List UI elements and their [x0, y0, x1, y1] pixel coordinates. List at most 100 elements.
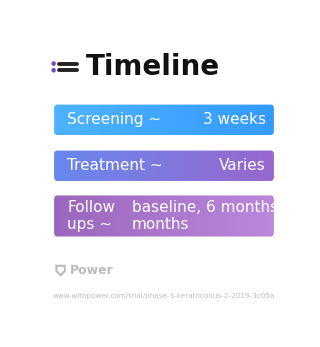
- FancyBboxPatch shape: [276, 100, 279, 139]
- FancyBboxPatch shape: [230, 146, 233, 185]
- FancyBboxPatch shape: [60, 191, 62, 241]
- FancyBboxPatch shape: [154, 191, 156, 241]
- FancyBboxPatch shape: [222, 191, 225, 241]
- FancyBboxPatch shape: [152, 191, 154, 241]
- FancyBboxPatch shape: [121, 146, 123, 185]
- FancyBboxPatch shape: [142, 100, 144, 139]
- FancyBboxPatch shape: [169, 191, 171, 241]
- FancyBboxPatch shape: [142, 146, 144, 185]
- FancyBboxPatch shape: [184, 100, 187, 139]
- FancyBboxPatch shape: [205, 100, 208, 139]
- FancyBboxPatch shape: [196, 100, 198, 139]
- FancyBboxPatch shape: [104, 146, 106, 185]
- FancyBboxPatch shape: [186, 146, 188, 185]
- FancyBboxPatch shape: [238, 191, 240, 241]
- FancyBboxPatch shape: [134, 146, 137, 185]
- FancyBboxPatch shape: [201, 100, 204, 139]
- FancyBboxPatch shape: [86, 191, 89, 241]
- FancyBboxPatch shape: [92, 191, 94, 241]
- FancyBboxPatch shape: [178, 146, 181, 185]
- FancyBboxPatch shape: [63, 191, 66, 241]
- FancyBboxPatch shape: [186, 191, 188, 241]
- FancyBboxPatch shape: [172, 146, 175, 185]
- FancyBboxPatch shape: [100, 191, 102, 241]
- FancyBboxPatch shape: [230, 191, 233, 241]
- Text: 3 weeks: 3 weeks: [203, 112, 266, 127]
- FancyBboxPatch shape: [161, 191, 164, 241]
- FancyBboxPatch shape: [196, 146, 198, 185]
- FancyBboxPatch shape: [148, 146, 150, 185]
- FancyBboxPatch shape: [219, 146, 221, 185]
- FancyBboxPatch shape: [98, 146, 100, 185]
- FancyBboxPatch shape: [213, 100, 215, 139]
- FancyBboxPatch shape: [226, 146, 229, 185]
- FancyBboxPatch shape: [131, 191, 133, 241]
- FancyBboxPatch shape: [192, 191, 194, 241]
- FancyBboxPatch shape: [180, 146, 183, 185]
- FancyBboxPatch shape: [84, 100, 87, 139]
- FancyBboxPatch shape: [203, 100, 206, 139]
- FancyBboxPatch shape: [109, 146, 112, 185]
- FancyBboxPatch shape: [136, 146, 139, 185]
- FancyBboxPatch shape: [272, 100, 275, 139]
- FancyBboxPatch shape: [209, 146, 212, 185]
- FancyBboxPatch shape: [194, 146, 196, 185]
- FancyBboxPatch shape: [205, 191, 208, 241]
- FancyBboxPatch shape: [255, 191, 258, 241]
- FancyBboxPatch shape: [134, 100, 137, 139]
- FancyBboxPatch shape: [205, 146, 208, 185]
- FancyBboxPatch shape: [123, 146, 125, 185]
- FancyBboxPatch shape: [259, 191, 261, 241]
- FancyBboxPatch shape: [159, 146, 162, 185]
- FancyBboxPatch shape: [197, 100, 200, 139]
- FancyBboxPatch shape: [106, 100, 108, 139]
- FancyBboxPatch shape: [180, 100, 183, 139]
- FancyBboxPatch shape: [186, 100, 188, 139]
- FancyBboxPatch shape: [163, 100, 165, 139]
- FancyBboxPatch shape: [150, 146, 152, 185]
- FancyBboxPatch shape: [197, 146, 200, 185]
- FancyBboxPatch shape: [115, 146, 117, 185]
- FancyBboxPatch shape: [253, 191, 256, 241]
- FancyBboxPatch shape: [165, 146, 167, 185]
- FancyBboxPatch shape: [111, 146, 114, 185]
- FancyBboxPatch shape: [86, 100, 89, 139]
- FancyBboxPatch shape: [188, 191, 190, 241]
- FancyBboxPatch shape: [108, 191, 110, 241]
- FancyBboxPatch shape: [54, 146, 56, 185]
- FancyBboxPatch shape: [69, 100, 71, 139]
- FancyBboxPatch shape: [238, 146, 240, 185]
- FancyBboxPatch shape: [109, 100, 112, 139]
- FancyBboxPatch shape: [267, 146, 269, 185]
- FancyBboxPatch shape: [148, 191, 150, 241]
- FancyBboxPatch shape: [171, 100, 173, 139]
- FancyBboxPatch shape: [249, 146, 252, 185]
- FancyBboxPatch shape: [123, 100, 125, 139]
- FancyBboxPatch shape: [127, 146, 129, 185]
- FancyBboxPatch shape: [58, 100, 60, 139]
- FancyBboxPatch shape: [92, 146, 94, 185]
- FancyBboxPatch shape: [106, 191, 108, 241]
- FancyBboxPatch shape: [150, 191, 152, 241]
- FancyBboxPatch shape: [176, 191, 179, 241]
- FancyBboxPatch shape: [161, 146, 164, 185]
- FancyBboxPatch shape: [255, 146, 258, 185]
- FancyBboxPatch shape: [58, 146, 60, 185]
- FancyBboxPatch shape: [111, 191, 114, 241]
- FancyBboxPatch shape: [61, 191, 64, 241]
- FancyBboxPatch shape: [276, 191, 279, 241]
- FancyBboxPatch shape: [184, 146, 187, 185]
- FancyBboxPatch shape: [140, 100, 142, 139]
- FancyBboxPatch shape: [154, 100, 156, 139]
- FancyBboxPatch shape: [94, 191, 96, 241]
- FancyBboxPatch shape: [67, 146, 69, 185]
- FancyBboxPatch shape: [207, 100, 210, 139]
- FancyBboxPatch shape: [67, 191, 69, 241]
- FancyBboxPatch shape: [244, 191, 246, 241]
- FancyBboxPatch shape: [261, 146, 263, 185]
- FancyBboxPatch shape: [230, 100, 233, 139]
- FancyBboxPatch shape: [242, 191, 244, 241]
- FancyBboxPatch shape: [215, 191, 217, 241]
- FancyBboxPatch shape: [69, 146, 71, 185]
- FancyBboxPatch shape: [222, 100, 225, 139]
